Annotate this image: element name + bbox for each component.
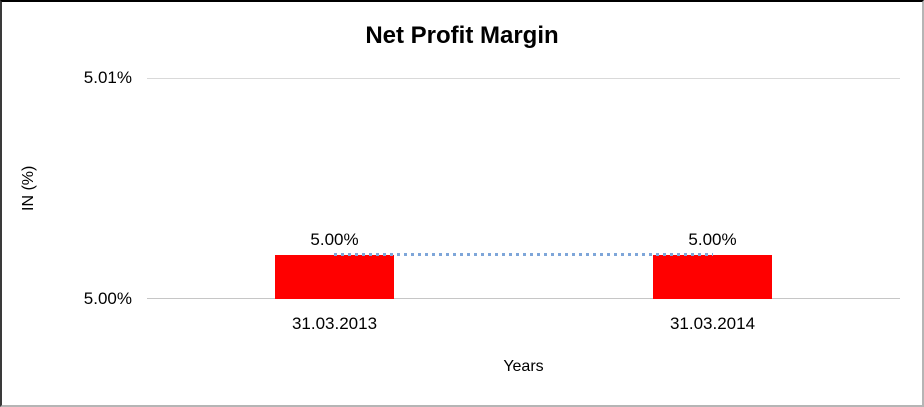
plot-area: 5.00% 5.00%: [147, 78, 900, 299]
y-axis-title: IN (%): [20, 165, 37, 212]
category-label-2014: 31.03.2014: [669, 314, 756, 333]
chart-title: Net Profit Margin: [365, 22, 559, 49]
bar-2013: [275, 255, 394, 299]
bar-group-2013: 5.00%: [275, 78, 394, 299]
bar-2014: [653, 255, 772, 299]
y-tick-5-01: 5.01%: [83, 68, 132, 87]
data-label-2013: 5.00%: [310, 230, 359, 249]
x-axis-title: Years: [503, 358, 544, 375]
x-axis-line: [147, 298, 900, 299]
gridline-5-01: [147, 78, 900, 79]
trendline-dotted: [334, 253, 713, 256]
y-tick-5-00: 5.00%: [83, 289, 132, 308]
category-label-2013: 31.03.2013: [291, 314, 378, 333]
bar-group-2014: 5.00%: [653, 78, 772, 299]
data-label-2014: 5.00%: [688, 230, 737, 249]
